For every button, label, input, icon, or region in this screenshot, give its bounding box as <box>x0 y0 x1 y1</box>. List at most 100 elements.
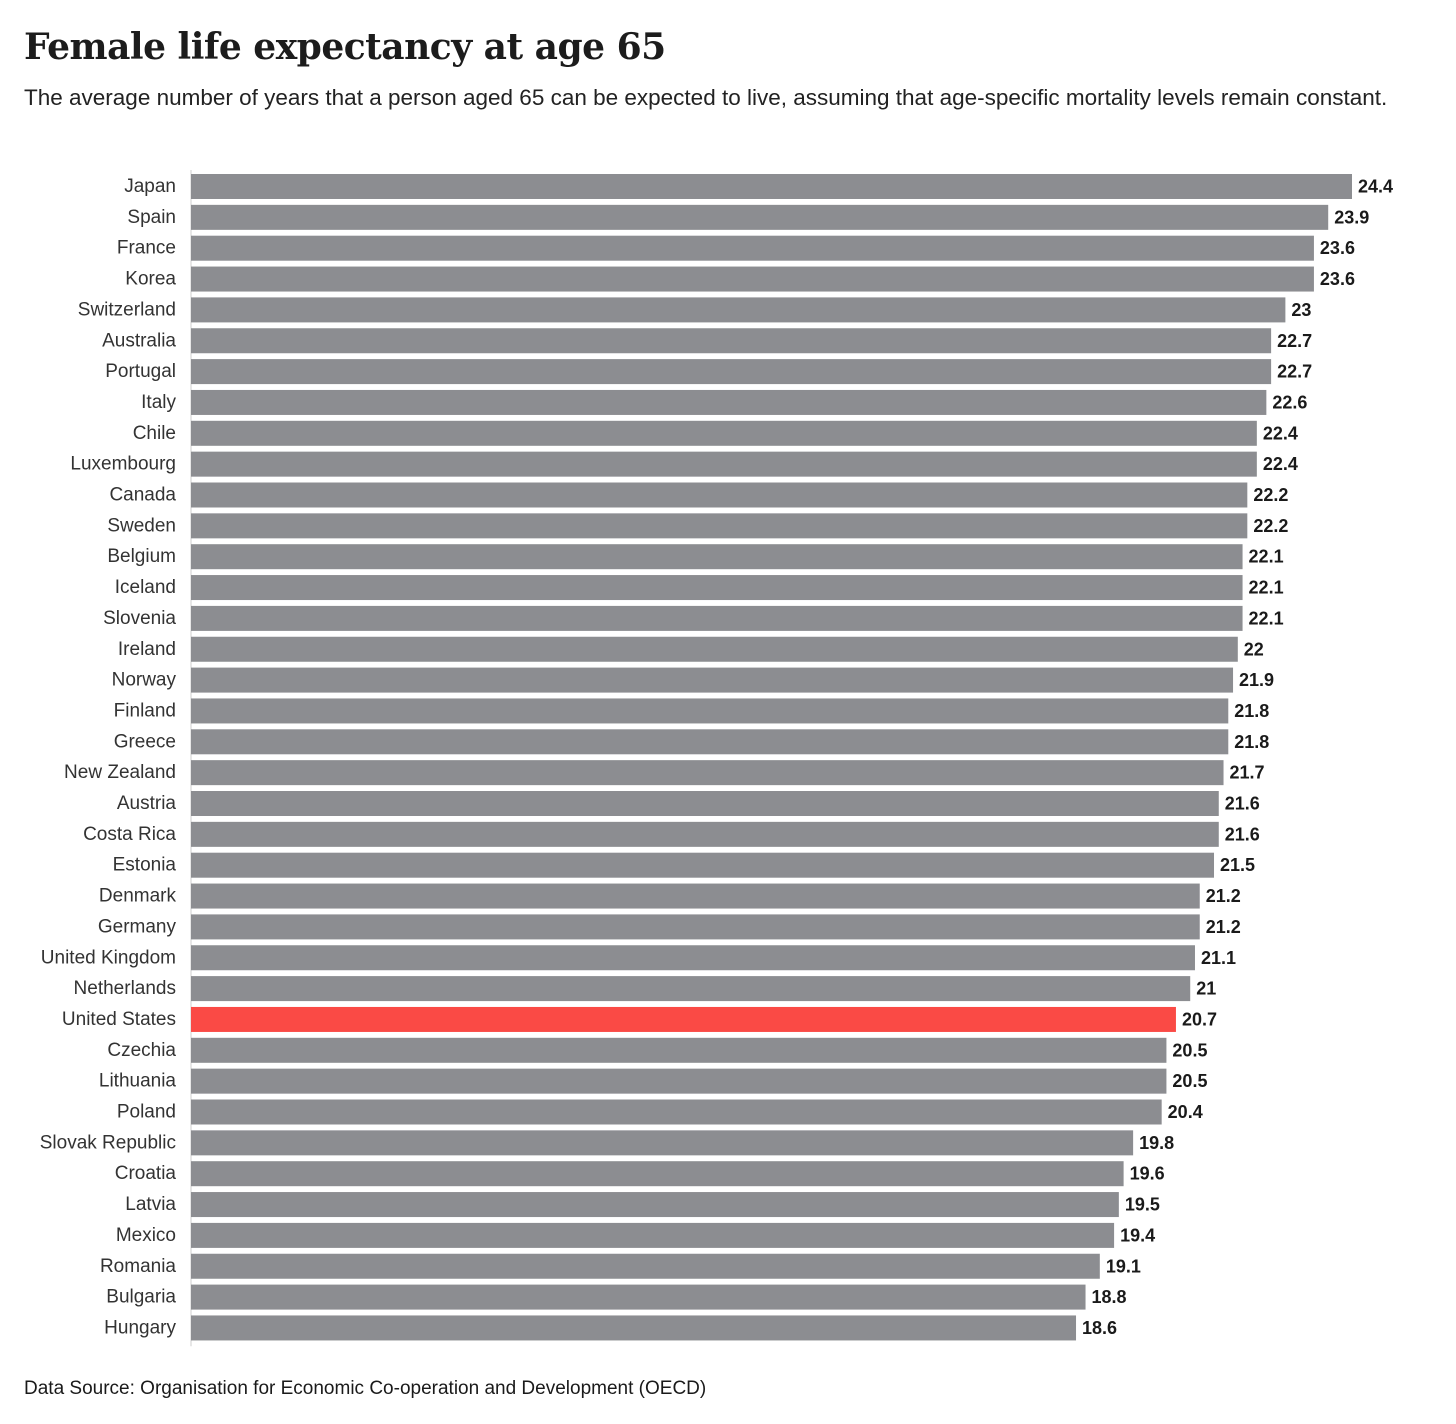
chart-subtitle: The average number of years that a perso… <box>24 85 1388 110</box>
value-label: 20.7 <box>1182 1009 1217 1029</box>
bar <box>191 328 1272 354</box>
value-label: 22.6 <box>1272 392 1307 412</box>
category-label: Slovak Republic <box>40 1132 176 1153</box>
value-label: 18.6 <box>1082 1318 1117 1338</box>
value-label: 21.1 <box>1201 948 1236 968</box>
category-label: Canada <box>109 485 176 506</box>
value-label: 24.4 <box>1358 177 1393 197</box>
bar <box>191 297 1286 323</box>
chart-title: Female life expectancy at age 65 <box>24 26 666 68</box>
bar <box>191 544 1243 570</box>
bar <box>191 513 1248 539</box>
value-label: 21.5 <box>1220 855 1255 875</box>
bar <box>191 821 1219 847</box>
bar <box>191 667 1234 693</box>
value-label: 22.2 <box>1253 485 1288 505</box>
category-label: United Kingdom <box>41 947 176 968</box>
bar <box>191 204 1329 230</box>
value-label: 19.4 <box>1120 1225 1155 1245</box>
value-label: 21.7 <box>1230 763 1265 783</box>
category-label: Korea <box>125 269 176 290</box>
category-label: Denmark <box>99 886 177 907</box>
bar <box>191 389 1267 415</box>
bar <box>191 729 1229 755</box>
value-label: 22.2 <box>1253 516 1288 536</box>
value-label: 23.6 <box>1320 269 1355 289</box>
category-label: Chile <box>133 423 176 444</box>
category-label: Italy <box>141 392 176 413</box>
value-label: 22.1 <box>1249 608 1284 628</box>
bar <box>191 791 1219 816</box>
category-label: Poland <box>117 1102 176 1123</box>
bar <box>191 883 1200 909</box>
value-label: 22.1 <box>1249 578 1284 598</box>
bar <box>191 945 1195 971</box>
value-label: 22.7 <box>1277 331 1312 351</box>
category-label: Ireland <box>118 639 176 660</box>
value-label: 19.5 <box>1125 1195 1160 1215</box>
value-label: 23.9 <box>1334 207 1369 227</box>
bar <box>191 760 1224 786</box>
category-label: Luxembourg <box>70 454 176 475</box>
category-label: Greece <box>114 731 176 752</box>
category-label: Belgium <box>107 546 176 567</box>
data-source-note: Data Source: Organisation for Economic C… <box>24 1378 707 1399</box>
bar <box>191 1161 1124 1187</box>
bar <box>191 174 1352 199</box>
category-label: Switzerland <box>78 299 176 320</box>
bar <box>191 605 1243 631</box>
bar <box>191 575 1243 601</box>
category-label: Costa Rica <box>83 824 176 845</box>
bar <box>191 914 1200 940</box>
bar <box>191 1253 1100 1279</box>
value-label: 20.4 <box>1168 1102 1203 1122</box>
category-label: Iceland <box>115 577 176 598</box>
value-label: 23 <box>1291 300 1311 320</box>
category-label: Finland <box>114 700 176 721</box>
bar <box>191 451 1257 477</box>
value-label: 22.4 <box>1263 454 1298 474</box>
value-label: 23.6 <box>1320 238 1355 258</box>
value-label: 20.5 <box>1172 1071 1207 1091</box>
category-label: Japan <box>124 176 176 197</box>
category-label: Portugal <box>105 361 176 382</box>
value-label: 19.6 <box>1130 1164 1165 1184</box>
category-label: Hungary <box>104 1317 176 1338</box>
value-label: 21.9 <box>1239 670 1274 690</box>
value-label: 20.5 <box>1172 1040 1207 1060</box>
bar <box>191 1068 1167 1094</box>
value-label: 22.1 <box>1249 547 1284 567</box>
category-label: Netherlands <box>74 978 176 999</box>
bar <box>191 235 1314 261</box>
bar <box>191 1006 1176 1032</box>
value-label: 21 <box>1196 979 1216 999</box>
bar <box>191 1130 1134 1156</box>
value-label: 19.8 <box>1139 1133 1174 1153</box>
bar <box>191 1222 1115 1248</box>
category-label: Lithuania <box>99 1071 177 1092</box>
category-label: Sweden <box>107 515 176 536</box>
value-label: 21.2 <box>1206 917 1241 937</box>
category-label: Latvia <box>125 1194 176 1215</box>
bar <box>191 1284 1086 1310</box>
bar <box>191 420 1257 446</box>
category-label: Estonia <box>113 855 177 876</box>
value-label: 21.8 <box>1234 701 1269 721</box>
bar <box>191 1037 1167 1063</box>
category-label: France <box>117 238 176 259</box>
category-label: New Zealand <box>64 762 176 783</box>
bar <box>191 698 1229 724</box>
value-label: 22.4 <box>1263 423 1298 443</box>
category-label: Austria <box>117 793 177 814</box>
bar <box>191 1099 1162 1125</box>
value-label: 21.6 <box>1225 794 1260 814</box>
category-label: Czechia <box>107 1040 176 1061</box>
bar <box>191 1315 1077 1341</box>
category-label: United States <box>62 1009 176 1030</box>
category-label: Bulgaria <box>106 1287 176 1308</box>
category-label: Norway <box>112 670 177 691</box>
bar <box>191 1192 1119 1218</box>
value-label: 22 <box>1244 639 1264 659</box>
bar <box>191 976 1191 1002</box>
category-label: Australia <box>102 330 176 351</box>
